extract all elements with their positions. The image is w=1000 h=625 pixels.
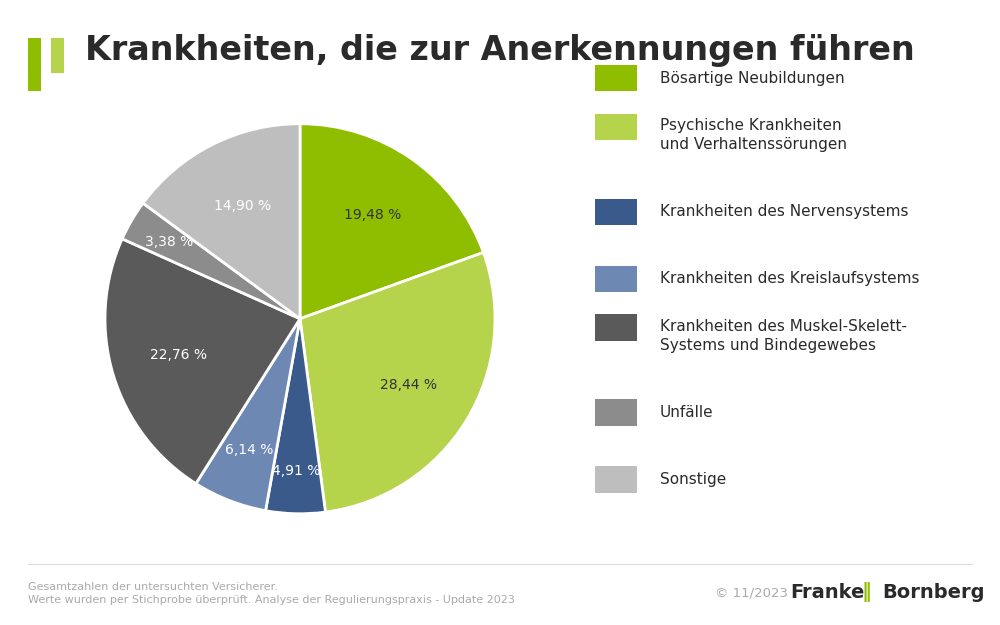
Text: 14,90 %: 14,90 % xyxy=(214,199,271,212)
Wedge shape xyxy=(105,239,300,484)
Text: Unfälle: Unfälle xyxy=(660,405,714,420)
Text: Gesamtzahlen der untersuchten Versicherer.: Gesamtzahlen der untersuchten Versichere… xyxy=(28,582,278,592)
Text: Krankheiten, die zur Anerkennungen führen: Krankheiten, die zur Anerkennungen führe… xyxy=(85,34,915,68)
Text: Bösartige Neubildungen: Bösartige Neubildungen xyxy=(660,71,845,86)
Text: ‖: ‖ xyxy=(862,582,872,602)
Text: Krankheiten des Kreislaufsystems: Krankheiten des Kreislaufsystems xyxy=(660,271,920,286)
Text: Sonstige: Sonstige xyxy=(660,472,726,487)
Text: 22,76 %: 22,76 % xyxy=(150,348,207,362)
Text: Bornberg: Bornberg xyxy=(882,583,984,602)
Text: Krankheiten des Muskel-Skelett-
Systems und Bindegewebes: Krankheiten des Muskel-Skelett- Systems … xyxy=(660,319,907,352)
Text: 3,38 %: 3,38 % xyxy=(145,235,193,249)
Wedge shape xyxy=(266,319,325,514)
Text: 19,48 %: 19,48 % xyxy=(344,208,401,222)
Text: 4,91 %: 4,91 % xyxy=(272,464,321,478)
Wedge shape xyxy=(300,124,483,319)
Wedge shape xyxy=(122,203,300,319)
Text: Psychische Krankheiten
und Verhaltenssörungen: Psychische Krankheiten und Verhaltenssör… xyxy=(660,118,847,152)
Wedge shape xyxy=(196,319,300,511)
Text: Franke: Franke xyxy=(790,583,864,602)
Text: 28,44 %: 28,44 % xyxy=(380,378,437,392)
Wedge shape xyxy=(300,253,495,512)
Text: Werte wurden per Stichprobe überprüft. Analyse der Regulierungspraxis - Update 2: Werte wurden per Stichprobe überprüft. A… xyxy=(28,595,515,605)
Text: Krankheiten des Nervensystems: Krankheiten des Nervensystems xyxy=(660,204,908,219)
Text: 6,14 %: 6,14 % xyxy=(225,442,273,457)
Text: © 11/2023: © 11/2023 xyxy=(715,586,788,599)
Wedge shape xyxy=(143,124,300,319)
